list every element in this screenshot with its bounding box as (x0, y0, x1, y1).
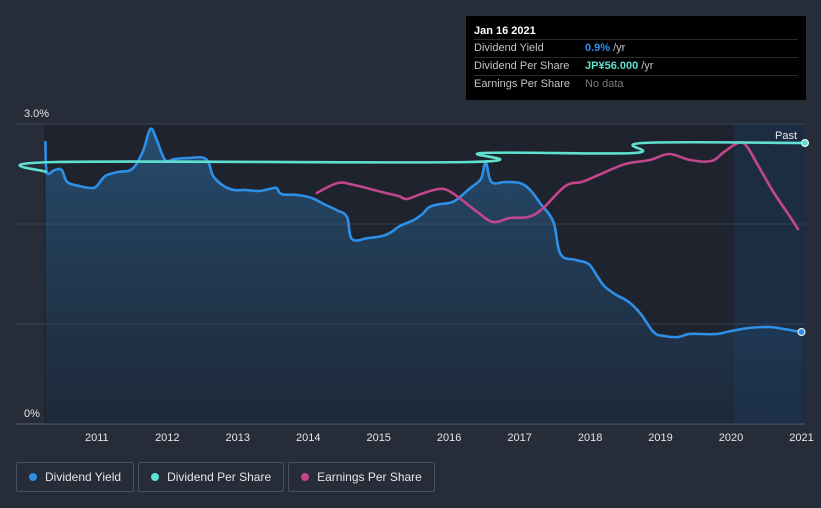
tooltip-label: Earnings Per Share (474, 78, 570, 90)
tooltip-value: No data (585, 78, 624, 90)
legend-label: Dividend Yield (45, 470, 122, 484)
legend-label: Dividend Per Share (167, 470, 272, 484)
tooltip-label: Dividend Yield (474, 42, 544, 54)
x-tick-label: 2012 (155, 432, 179, 444)
dividend-per-share-end-marker (801, 139, 809, 147)
x-tick-label: 2020 (719, 432, 743, 444)
x-tick-label: 2016 (437, 432, 461, 444)
x-tick-label: 2014 (296, 432, 320, 444)
dividend-per-share-line (18, 140, 807, 174)
tooltip-row-earnings-per-share: Earnings Per Share No data (474, 75, 798, 93)
dividend-yield-line (44, 127, 803, 339)
x-tick-label: 2017 (507, 432, 531, 444)
legend-label: Earnings Per Share (317, 470, 422, 484)
chart-tooltip: Jan 16 2021 Dividend Yield 0.9% /yr Divi… (466, 16, 806, 100)
x-tick-label: 2013 (226, 432, 250, 444)
x-tick-label: 2011 (85, 432, 109, 444)
legend-dot-icon (151, 473, 160, 481)
y-tick-label: 3.0% (24, 108, 49, 120)
chart-legend: Dividend Yield Dividend Per Share Earnin… (16, 462, 435, 492)
legend-dot-icon (29, 473, 37, 481)
dividend-yield-end-marker (797, 328, 806, 336)
y-tick-label: 0% (24, 408, 40, 420)
x-tick-label: 2018 (578, 432, 602, 444)
x-tick-label: 2015 (366, 432, 390, 444)
tooltip-label: Dividend Per Share (474, 60, 570, 72)
legend-item-earnings-per-share[interactable]: Earnings Per Share (288, 462, 435, 492)
past-label: Past (775, 130, 797, 142)
tooltip-row-dividend-per-share: Dividend Per Share JP¥56.000 /yr (474, 57, 798, 75)
x-tick-label: 2021 (789, 432, 813, 444)
dividend-yield-area (45, 128, 802, 425)
tooltip-value: JP¥56.000 (585, 60, 639, 72)
x-tick-label: 2019 (648, 432, 672, 444)
legend-item-dividend-per-share[interactable]: Dividend Per Share (138, 462, 285, 492)
legend-item-dividend-yield[interactable]: Dividend Yield (16, 462, 135, 492)
tooltip-value: 0.9% (585, 42, 611, 54)
tooltip-suffix: /yr (613, 42, 626, 54)
tooltip-row-dividend-yield: Dividend Yield 0.9% /yr (474, 39, 798, 57)
tooltip-suffix: /yr (641, 60, 654, 72)
legend-dot-icon (301, 473, 310, 481)
tooltip-date: Jan 16 2021 (474, 25, 536, 37)
